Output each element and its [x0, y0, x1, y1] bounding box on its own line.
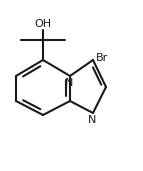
- Text: N: N: [88, 115, 96, 125]
- Text: OH: OH: [34, 19, 52, 29]
- Text: N: N: [65, 78, 73, 88]
- Text: Br: Br: [96, 53, 108, 63]
